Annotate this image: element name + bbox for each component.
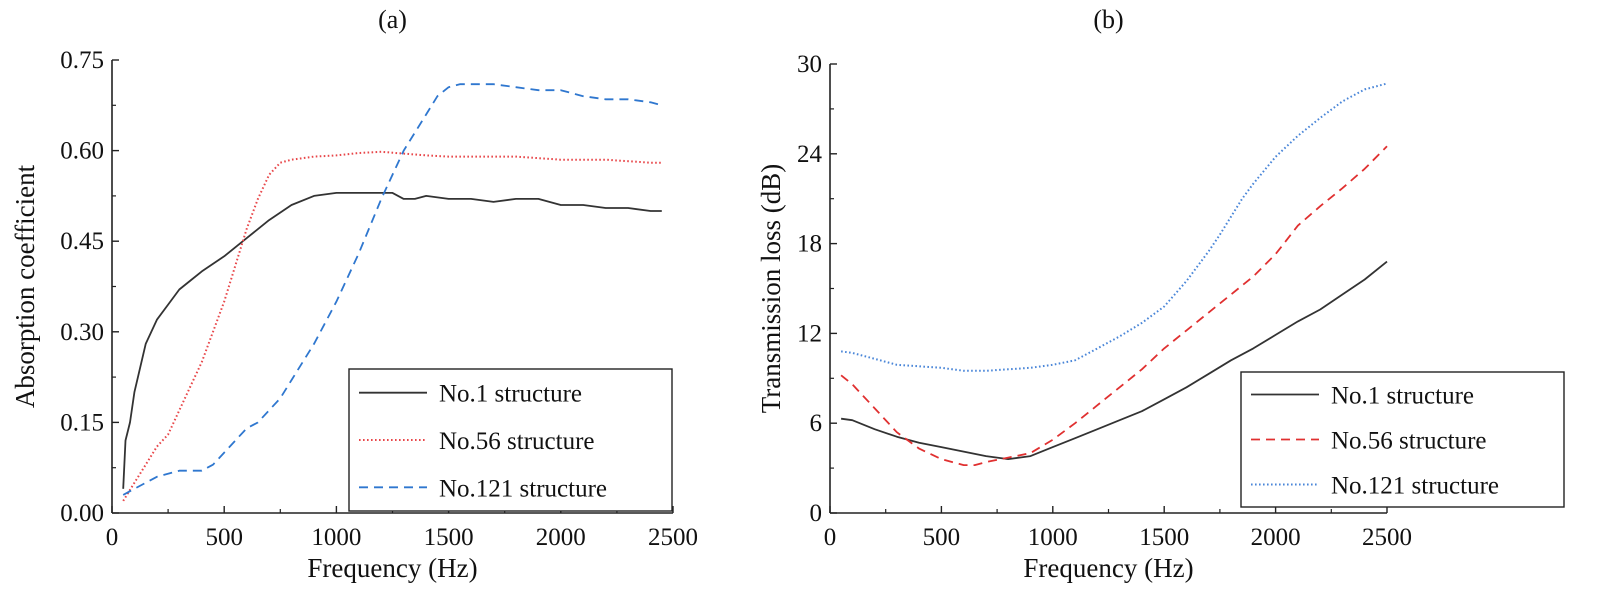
y-tick-label: 0.30 bbox=[60, 319, 104, 346]
series-line-2 bbox=[840, 145, 1388, 466]
y-tick-label: 18 bbox=[797, 231, 822, 258]
legend-label-3: No.121 structure bbox=[439, 475, 607, 502]
legend-label-1: No.1 structure bbox=[1331, 383, 1474, 410]
x-tick-label: 500 bbox=[205, 524, 243, 551]
x-tick-label: 0 bbox=[824, 524, 837, 551]
y-tick-label: 24 bbox=[797, 141, 823, 168]
x-tick-label: 500 bbox=[923, 524, 961, 551]
series-line-1 bbox=[122, 192, 662, 489]
y-tick-label: 30 bbox=[797, 51, 822, 78]
y-tick-label: 12 bbox=[797, 320, 822, 347]
panel-a: (a) 0 500 1000 1500 2000 2500 0.00 0.15 0.30 0.45 0… bbox=[10, 5, 698, 583]
x-tick-label: 1500 bbox=[1139, 524, 1189, 551]
x-tick-label: 2500 bbox=[1362, 524, 1412, 551]
series-line-1 bbox=[840, 260, 1388, 460]
panel-b: (b) 0 500 1000 1500 2000 2500 0 6 12 18 24 30 Frequen… bbox=[756, 5, 1565, 583]
x-axis-title: Frequency (Hz) bbox=[307, 553, 477, 583]
y-axis-title: Transmission loss (dB) bbox=[756, 164, 786, 414]
legend-label-2: No.56 structure bbox=[439, 428, 595, 455]
legend-label-3: No.121 structure bbox=[1331, 473, 1499, 500]
y-axis-title: Absorption coefficient bbox=[10, 164, 40, 408]
y-tick-label: 0.60 bbox=[60, 138, 104, 165]
x-tick-label: 2000 bbox=[1251, 524, 1301, 551]
y-tick-label: 0.45 bbox=[60, 228, 104, 255]
x-axis-title: Frequency (Hz) bbox=[1023, 553, 1193, 583]
x-tick-label: 1500 bbox=[424, 524, 474, 551]
legend-label-1: No.1 structure bbox=[439, 381, 582, 408]
series-line-3 bbox=[840, 82, 1388, 372]
panel-label: (b) bbox=[1093, 5, 1123, 34]
y-tick-label: 0.15 bbox=[60, 409, 104, 436]
x-tick-label: 1000 bbox=[1028, 524, 1078, 551]
y-tick-label: 6 bbox=[810, 410, 823, 437]
y-tick-label: 0.75 bbox=[60, 47, 104, 74]
x-tick-label: 2500 bbox=[648, 524, 698, 551]
legend-label-2: No.56 structure bbox=[1331, 428, 1487, 455]
panel-label: (a) bbox=[378, 5, 407, 34]
x-tick-label: 2000 bbox=[536, 524, 586, 551]
x-tick-label: 1000 bbox=[311, 524, 361, 551]
x-tick-label: 0 bbox=[106, 524, 119, 551]
y-tick-label: 0.00 bbox=[60, 500, 104, 527]
y-tick-label: 0 bbox=[810, 500, 823, 527]
